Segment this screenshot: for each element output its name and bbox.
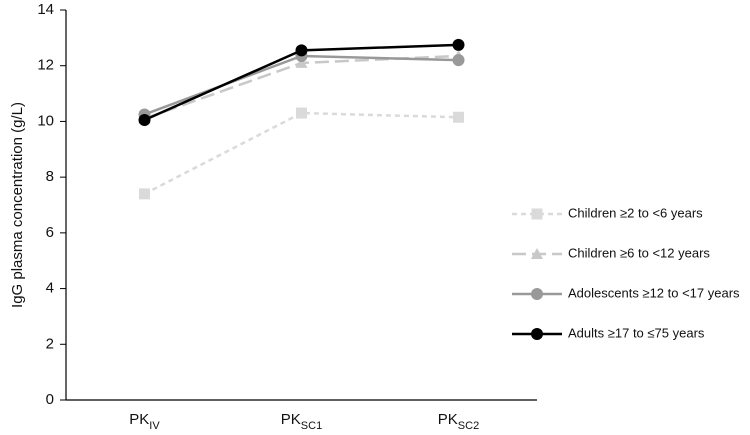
legend-label: Adults ≥17 to ≤75 years: [568, 325, 705, 340]
marker: [453, 111, 464, 123]
x-tick-label: PKSC2: [438, 411, 479, 432]
legend-marker: [531, 208, 543, 220]
marker: [452, 38, 465, 51]
y-tick-label: 14: [37, 1, 54, 18]
legend-label: Adolescents ≥12 to <17 years: [568, 285, 740, 300]
y-tick-label: 12: [37, 57, 54, 74]
y-tick-label: 10: [37, 112, 54, 129]
legend-marker: [531, 328, 543, 340]
legend-marker: [531, 248, 543, 259]
x-tick-label: PKIV: [129, 411, 160, 432]
legend-marker: [531, 288, 543, 300]
y-axis-label: IgG plasma concentration (g/L): [9, 102, 26, 308]
series-line: [143, 111, 459, 195]
marker: [295, 56, 308, 68]
y-tick-label: 8: [46, 168, 54, 185]
legend-label: Children ≥6 to <12 years: [568, 245, 710, 260]
x-tick-label: PKSC1: [281, 411, 322, 432]
y-tick-label: 4: [46, 280, 54, 297]
marker: [452, 54, 465, 67]
marker: [296, 107, 307, 119]
legend-label: Children ≥2 to <6 years: [568, 205, 703, 220]
y-tick-label: 6: [46, 224, 54, 241]
marker: [138, 114, 151, 127]
marker: [295, 44, 308, 57]
y-tick-label: 0: [46, 391, 54, 408]
marker: [139, 188, 150, 200]
y-tick-label: 2: [46, 335, 54, 352]
